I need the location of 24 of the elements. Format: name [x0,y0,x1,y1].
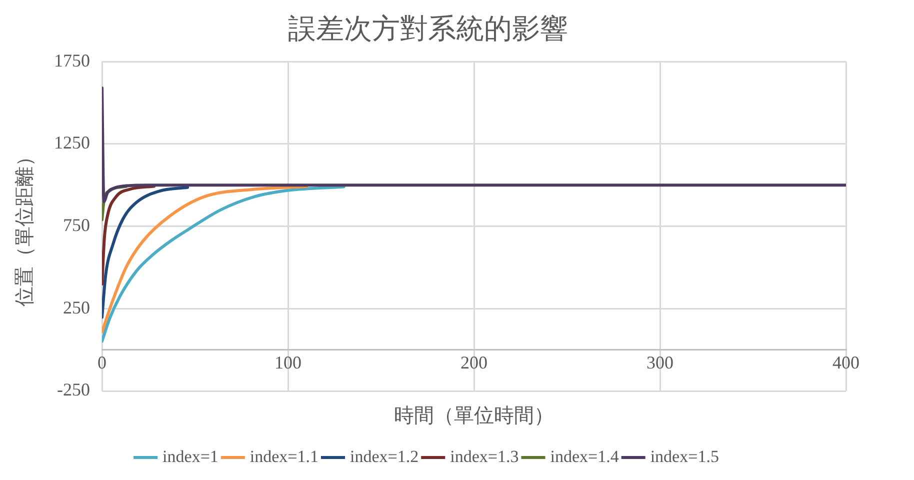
x-axis-title: 時間（單位時間） [394,403,554,428]
legend-label: index=1.2 [350,446,419,466]
x-tick-label: 300 [646,352,674,372]
line-series [102,185,346,343]
line-series [102,186,190,319]
legend-label: index=1.1 [250,446,319,466]
x-tick-label: 100 [274,352,302,372]
line-series [102,184,156,286]
y-axis-title: 位置（單位距離） [12,146,36,306]
chart-title: 誤差次方對系統的影響 [288,12,568,46]
y-tick-label: 250 [63,297,90,318]
legend-label: index=1.4 [550,446,620,466]
y-tick-label: 1750 [54,50,90,70]
line-series [102,86,846,204]
legend-label: index=1 [162,446,218,466]
legend-label: index=1.3 [450,446,519,466]
y-tick-label: 1250 [54,132,90,153]
line-series [102,184,308,334]
y-tick-label: -250 [57,380,90,400]
y-tick-label: 750 [63,215,90,236]
x-tick-label: 0 [98,352,106,372]
legend-label: index=1.5 [650,446,719,466]
x-tick-label: 400 [832,352,860,372]
x-tick-label: 200 [460,352,488,372]
